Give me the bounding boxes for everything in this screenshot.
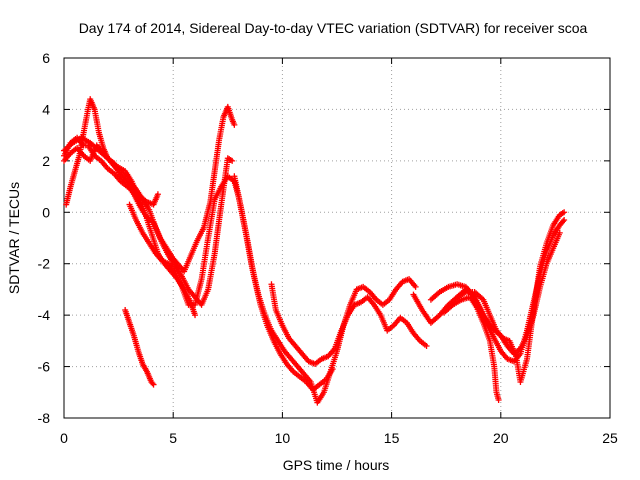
y-tick-label: -4 <box>38 307 51 323</box>
x-axis-label: GPS time / hours <box>283 457 390 473</box>
data-point <box>229 157 236 164</box>
data-point <box>561 217 568 223</box>
data-point <box>329 366 336 373</box>
series-track-e <box>231 173 336 393</box>
data-point <box>556 229 563 236</box>
axis-ticks: 0 5 10 15 20 25 -8 -6 -4 -2 0 2 4 6 <box>38 50 618 446</box>
series-track-b <box>61 134 199 319</box>
y-axis-label: SDTVAR / TECUs <box>6 182 22 294</box>
grid <box>64 58 610 418</box>
y-tick-label: 4 <box>42 101 50 117</box>
data-point <box>231 121 238 128</box>
series-track-f <box>268 281 430 367</box>
data-point <box>560 218 567 225</box>
series-track-g <box>410 229 563 357</box>
data-point <box>150 381 157 388</box>
y-tick-label: -2 <box>38 256 51 272</box>
x-tick-label: 0 <box>60 430 68 446</box>
data-point <box>192 312 199 319</box>
y-tick-label: 0 <box>42 204 50 220</box>
series-track-l <box>61 134 161 208</box>
x-tick-label: 10 <box>275 430 291 446</box>
plot-frame <box>63 57 611 419</box>
data-point <box>423 343 430 349</box>
x-tick-label: 25 <box>602 430 618 446</box>
data-point <box>154 191 161 198</box>
x-tick-label: 5 <box>169 430 177 446</box>
x-tick-label: 15 <box>384 430 400 446</box>
y-tick-label: -6 <box>38 359 51 375</box>
data-point <box>495 397 502 403</box>
chart-title: Day 174 of 2014, Sidereal Day-to-day VTE… <box>79 20 588 36</box>
y-tick-label: -8 <box>38 410 51 426</box>
series-track-j <box>454 209 568 385</box>
y-tick-label: 2 <box>42 153 50 169</box>
data-point <box>412 283 419 290</box>
data-point <box>149 380 156 387</box>
data-point <box>561 209 568 216</box>
x-tick-label: 20 <box>493 430 509 446</box>
data-points <box>61 96 568 406</box>
series-track-k <box>122 307 157 388</box>
series-track-i <box>441 294 502 403</box>
y-tick-label: 6 <box>42 50 50 66</box>
